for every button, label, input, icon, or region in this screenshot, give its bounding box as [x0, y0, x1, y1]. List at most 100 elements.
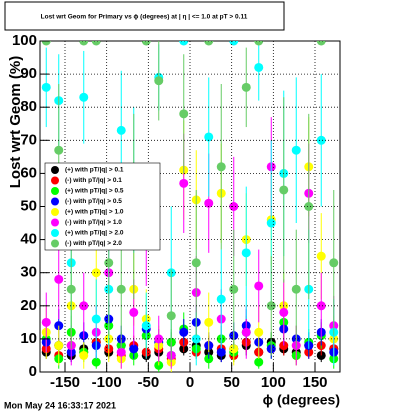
- chart-title: Lost wrt Geom for Primary vs ϕ (degrees)…: [41, 14, 248, 21]
- data-point: [241, 327, 251, 337]
- legend-marker: [51, 218, 59, 227]
- data-point: [54, 274, 64, 284]
- plot-area: [41, 41, 339, 372]
- data-point: [166, 311, 176, 321]
- legend-label: (-) with pT/|q| > 0.5: [65, 198, 122, 205]
- y-tick-label: 40: [20, 231, 37, 248]
- title-box: [4, 1, 285, 31]
- data-point: [91, 268, 101, 278]
- legend-marker: [51, 197, 59, 206]
- data-point: [41, 317, 51, 327]
- data-point: [229, 202, 239, 211]
- data-point: [204, 132, 214, 142]
- data-point: [316, 251, 326, 261]
- data-point: [229, 41, 239, 46]
- data-point: [179, 327, 189, 337]
- x-tick-label: 0: [186, 374, 194, 391]
- data-point: [116, 125, 126, 135]
- y-tick-label: 20: [20, 297, 37, 314]
- data-point: [291, 145, 301, 155]
- data-point: [266, 218, 276, 228]
- x-tick-label: -50: [137, 374, 159, 391]
- legend-label: (+) with pT/|q| > 0.5: [65, 188, 124, 195]
- data-point: [91, 314, 101, 324]
- y-tick-label: 10: [20, 330, 37, 347]
- x-tick-label: 50: [223, 374, 240, 391]
- data-point: [279, 185, 289, 195]
- data-point: [116, 284, 126, 294]
- legend-label: (+) with pT/|q| > 0.1: [65, 167, 124, 174]
- data-point: [129, 307, 139, 317]
- x-tick-label: -100: [92, 374, 122, 391]
- legend-label: (+) with pT/|q| > 1.0: [65, 209, 124, 216]
- data-point: [204, 317, 214, 327]
- y-tick-label: 50: [20, 197, 37, 214]
- data-point: [179, 41, 189, 46]
- data-point: [241, 82, 251, 92]
- data-point: [54, 145, 64, 155]
- data-point: [254, 41, 264, 46]
- data-point: [254, 62, 264, 72]
- data-point: [254, 357, 264, 367]
- legend-label: (-) with pT/|q| > 0.1: [65, 177, 122, 184]
- x-axis-label: ϕ (degrees): [263, 392, 340, 408]
- x-tick-label: 150: [302, 374, 327, 391]
- data-point: [79, 92, 89, 102]
- timestamp: Mon May 24 16:33:17 2021: [4, 400, 116, 410]
- data-point: [204, 198, 214, 208]
- data-point: [216, 162, 226, 172]
- data-point: [254, 281, 264, 291]
- data-point: [141, 321, 151, 331]
- data-point: [79, 301, 89, 311]
- y-tick-label: 60: [20, 164, 37, 181]
- data-point: [41, 41, 51, 46]
- data-point: [154, 334, 164, 344]
- data-point: [41, 82, 51, 92]
- data-point: [116, 347, 126, 357]
- legend: (+) with pT/|q| > 0.1 (-) with pT/|q| > 0…: [44, 162, 161, 251]
- data-point: [191, 258, 201, 268]
- data-point: [316, 301, 326, 311]
- x-tick-label: -150: [50, 374, 80, 391]
- data-point: [316, 41, 326, 46]
- y-tick-label: 80: [20, 98, 37, 115]
- data-point: [329, 258, 339, 268]
- y-tick-label: 100: [12, 32, 37, 49]
- legend-marker: [51, 229, 59, 237]
- data-point: [91, 357, 101, 367]
- data-point: [129, 344, 139, 354]
- legend-label: (+) with pT/|q| > 2.0: [65, 230, 124, 237]
- legend-label: (-) with pT/|q| > 2.0: [65, 240, 122, 247]
- data-point: [216, 347, 226, 357]
- data-point: [254, 327, 264, 337]
- y-axis-label: Lost wrt Geom (%): [7, 56, 24, 189]
- legend-marker: [51, 187, 59, 195]
- data-point: [279, 307, 289, 317]
- data-point: [104, 258, 114, 268]
- legend-marker: [51, 166, 59, 174]
- data-point: [179, 109, 189, 119]
- legend-marker: [51, 208, 59, 216]
- x-tick-label: 100: [261, 374, 286, 391]
- data-point: [141, 41, 151, 46]
- data-point: [154, 76, 164, 86]
- data-point: [179, 178, 189, 188]
- legend-box: [44, 162, 161, 251]
- axes: 0 10 20 30 40 50 60 70 80 90 100 -150 -100 -50 0 50 100 1…: [12, 32, 340, 391]
- legend-marker: [51, 239, 59, 248]
- legend-marker: [51, 176, 59, 185]
- data-point: [316, 135, 326, 145]
- legend-label: (-) with pT/|q| > 1.0: [65, 219, 122, 226]
- data-point: [229, 284, 239, 294]
- data-point: [91, 41, 101, 46]
- data-point: [216, 294, 226, 304]
- y-tick-label: 0: [29, 363, 37, 380]
- data-point: [79, 41, 89, 46]
- data-point: [79, 350, 89, 360]
- data-point: [304, 202, 314, 211]
- y-tick-label: 70: [20, 131, 37, 148]
- data-point: [66, 284, 76, 294]
- data-point: [204, 41, 214, 46]
- data-point: [241, 248, 251, 258]
